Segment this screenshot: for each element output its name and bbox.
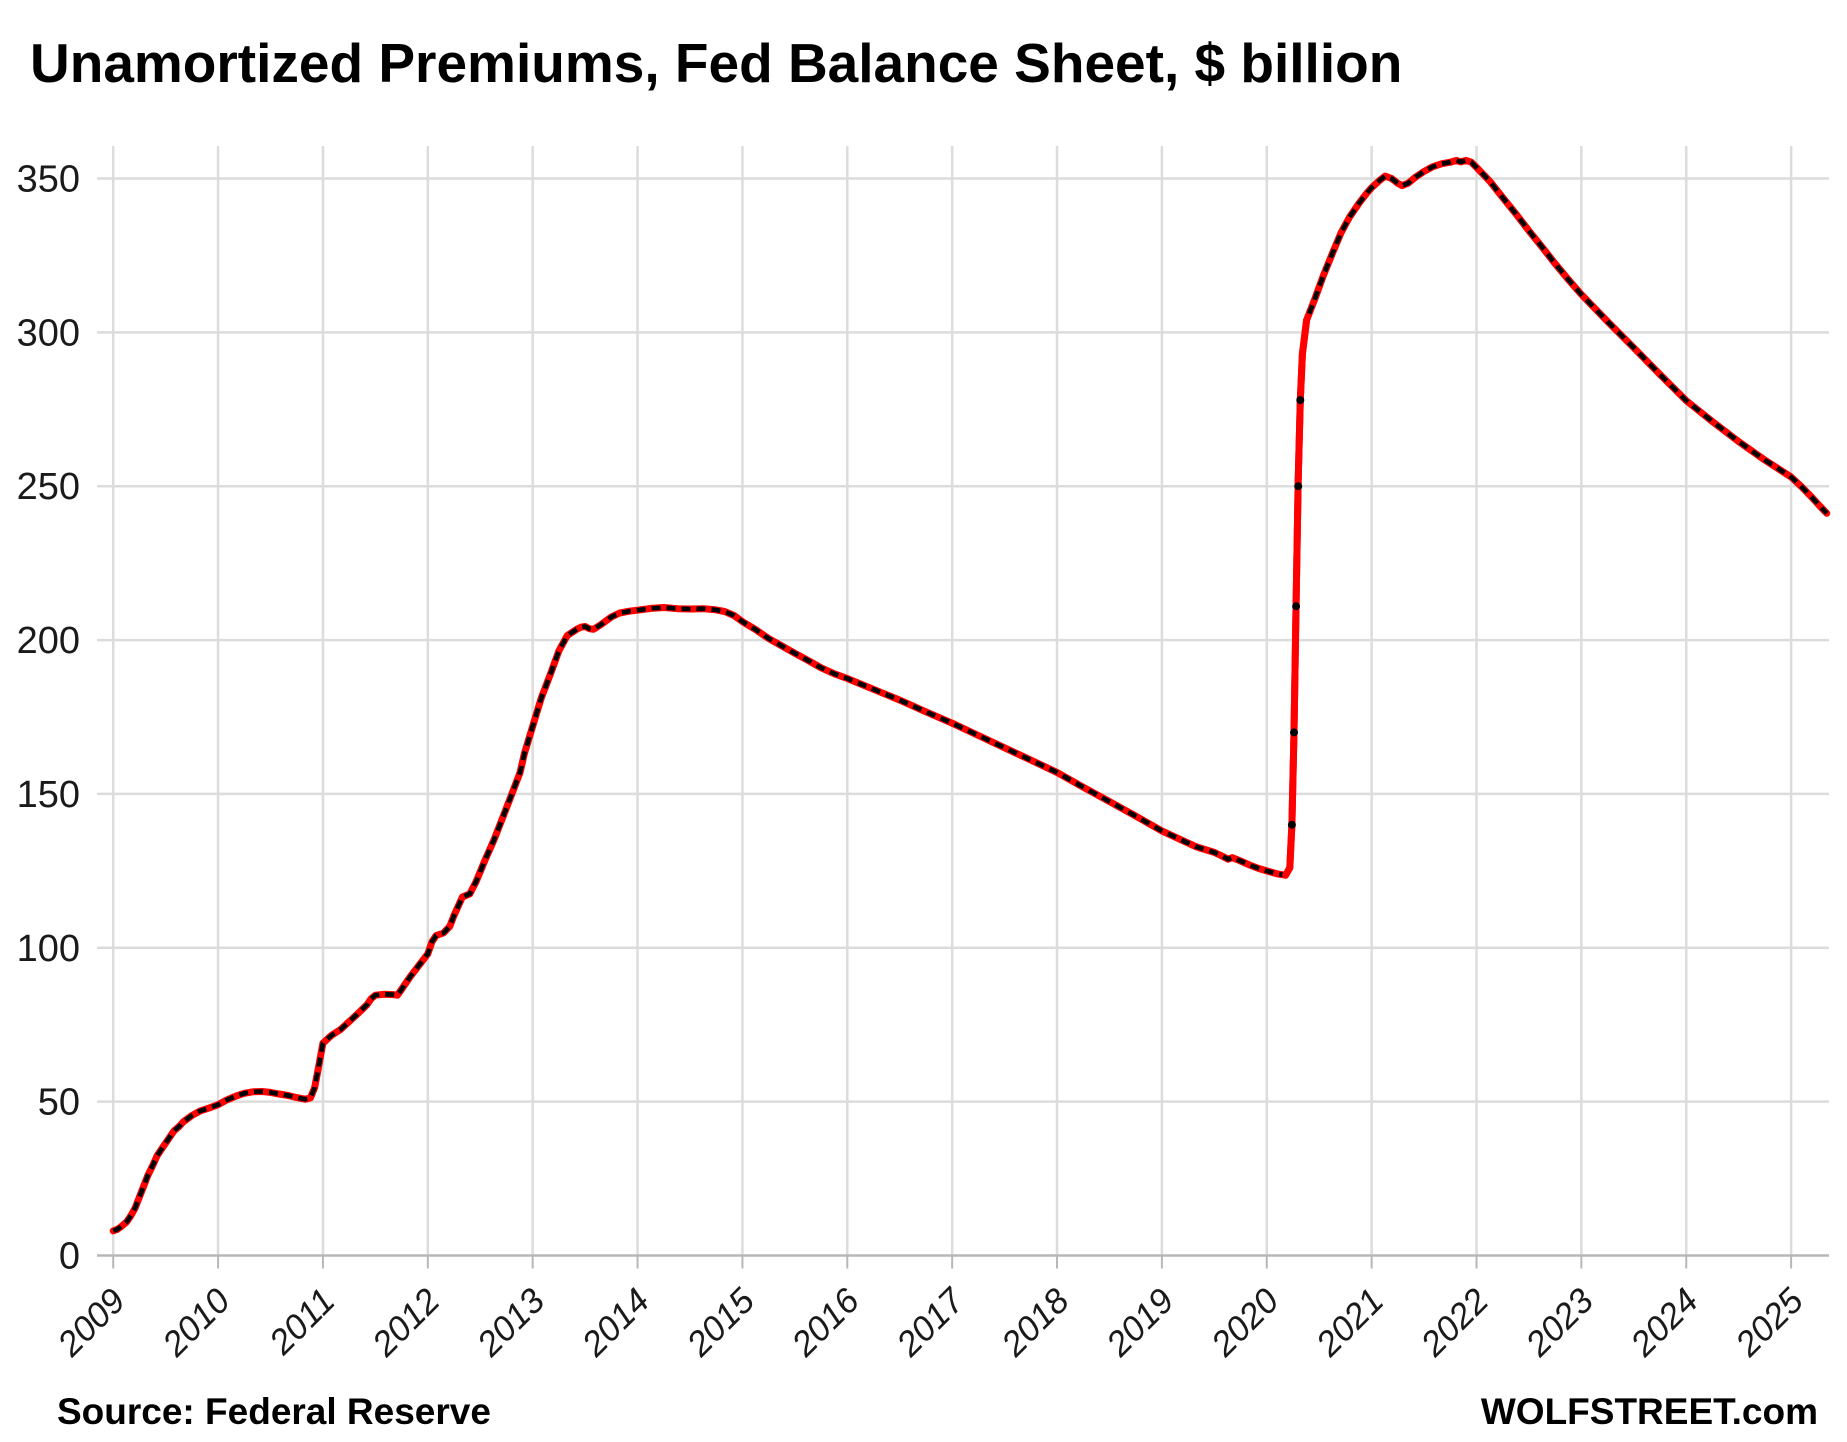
y-tick-label: 250 [17, 466, 80, 508]
y-tick-label: 200 [17, 620, 80, 662]
y-tick-label: 300 [17, 312, 80, 354]
x-tick-label: 2011 [261, 1281, 343, 1363]
x-tick-label: 2017 [888, 1280, 972, 1364]
x-tick-label: 2024 [1623, 1281, 1706, 1364]
x-tick-label: 2013 [469, 1281, 553, 1365]
spike-data-dot [1292, 602, 1301, 611]
y-axis-labels: 0 50 100 150 200 250 300 350 [17, 159, 80, 1278]
x-tick-label: 2009 [50, 1281, 133, 1364]
spike-data-dot [1296, 396, 1305, 405]
gridlines [97, 146, 1829, 1256]
source-note: Source: Federal Reserve [57, 1391, 491, 1432]
x-tick-label: 2020 [1203, 1281, 1287, 1365]
spike-data-dot [1287, 820, 1296, 829]
series-dash-markers [112, 158, 1829, 1234]
x-tick-label: 2021 [1308, 1281, 1391, 1364]
chart-title: Unamortized Premiums, Fed Balance Sheet,… [30, 32, 1402, 94]
spike-segment-red [1282, 316, 1311, 879]
y-tick-label: 50 [38, 1082, 80, 1124]
y-tick-label: 0 [59, 1236, 80, 1278]
x-tick-label: 2023 [1518, 1281, 1602, 1365]
y-tick-label: 150 [17, 774, 80, 816]
axis-lines [97, 1254, 1829, 1269]
x-tick-label: 2018 [993, 1281, 1077, 1365]
x-tick-label: 2025 [1727, 1281, 1811, 1365]
x-tick-label: 2012 [364, 1281, 447, 1364]
watermark: WOLFSTREET.com [1481, 1391, 1818, 1432]
data-series [109, 156, 1831, 1235]
x-tick-label: 2014 [574, 1281, 657, 1364]
x-axis-labels: 2009 2010 2011 2012 2013 2014 2015 2016 2017 2018… [50, 1280, 1812, 1364]
spike-data-dot [1290, 728, 1298, 737]
y-tick-label: 100 [17, 928, 80, 970]
x-tick-label: 2016 [784, 1281, 868, 1365]
x-tick-label: 2019 [1098, 1281, 1181, 1364]
x-tick-label: 2022 [1413, 1281, 1496, 1364]
series-line-red [109, 156, 1831, 1235]
x-tick-label: 2010 [154, 1281, 238, 1365]
x-tick-label: 2015 [679, 1281, 763, 1365]
y-tick-label: 350 [17, 159, 80, 201]
spike-data-dot [1294, 482, 1303, 491]
